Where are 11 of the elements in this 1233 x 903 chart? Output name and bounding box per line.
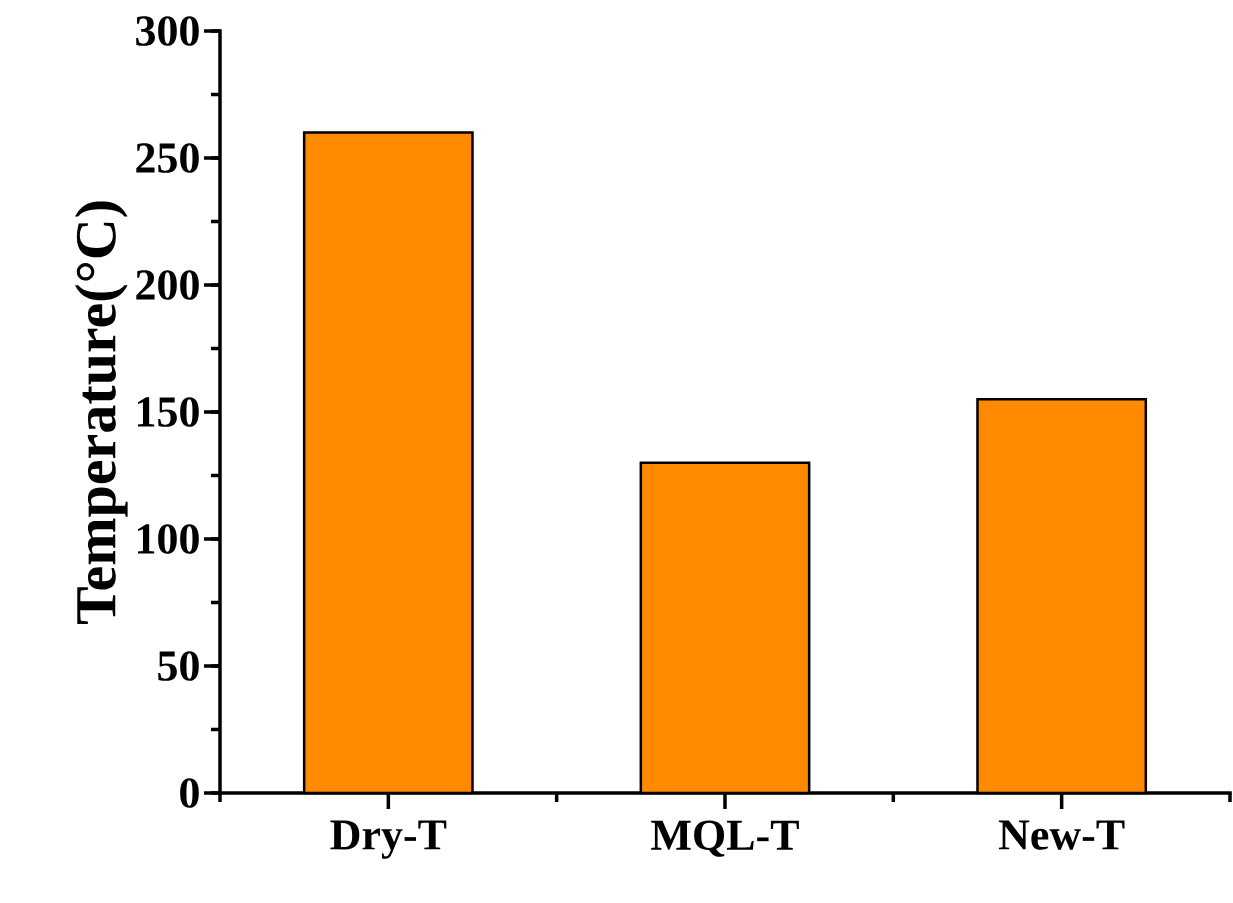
y-tick-label: 200: [136, 270, 199, 300]
x-tick-label: New-T: [998, 820, 1125, 850]
y-tick-label: 100: [138, 524, 199, 554]
y-tick-label: 150: [138, 397, 199, 427]
y-tick-label: 250: [136, 143, 199, 173]
y-tick-label: 300: [136, 16, 199, 46]
x-tick-label: Dry-T: [330, 820, 447, 859]
x-tick-label: MQL-T: [651, 820, 799, 857]
y-tick-label: 0: [180, 778, 199, 808]
y-tick-label: 50: [158, 651, 199, 681]
y-axis-title: Temperature(°C): [75, 201, 128, 625]
